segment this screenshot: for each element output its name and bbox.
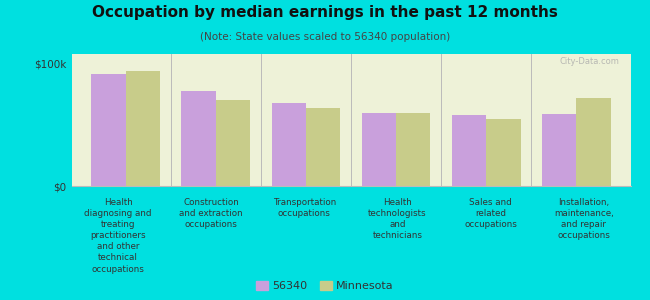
- Bar: [396, 113, 430, 186]
- Text: Transportation
occupations: Transportation occupations: [273, 198, 336, 218]
- Text: Sales and
related
occupations: Sales and related occupations: [464, 198, 517, 229]
- Legend: 56340, Minnesota: 56340, Minnesota: [256, 281, 394, 291]
- Text: (Note: State values scaled to 56340 population): (Note: State values scaled to 56340 popu…: [200, 32, 450, 41]
- Text: Health
diagnosing and
treating
practitioners
and other
technical
occupations: Health diagnosing and treating practitio…: [84, 198, 152, 274]
- Text: Construction
and extraction
occupations: Construction and extraction occupations: [179, 198, 243, 229]
- Bar: [272, 103, 306, 186]
- Text: Installation,
maintenance,
and repair
occupations: Installation, maintenance, and repair oc…: [554, 198, 614, 240]
- Text: City-Data.com: City-Data.com: [560, 57, 619, 66]
- Bar: [181, 91, 216, 186]
- Bar: [92, 74, 125, 186]
- Bar: [125, 71, 160, 186]
- Text: Occupation by median earnings in the past 12 months: Occupation by median earnings in the pas…: [92, 4, 558, 20]
- Bar: [577, 98, 610, 186]
- Bar: [486, 119, 521, 186]
- Text: Health
technologists
and
technicians: Health technologists and technicians: [369, 198, 427, 240]
- Bar: [362, 113, 396, 186]
- Bar: [306, 108, 340, 186]
- Bar: [452, 115, 486, 186]
- Bar: [216, 100, 250, 186]
- Bar: [542, 114, 577, 186]
